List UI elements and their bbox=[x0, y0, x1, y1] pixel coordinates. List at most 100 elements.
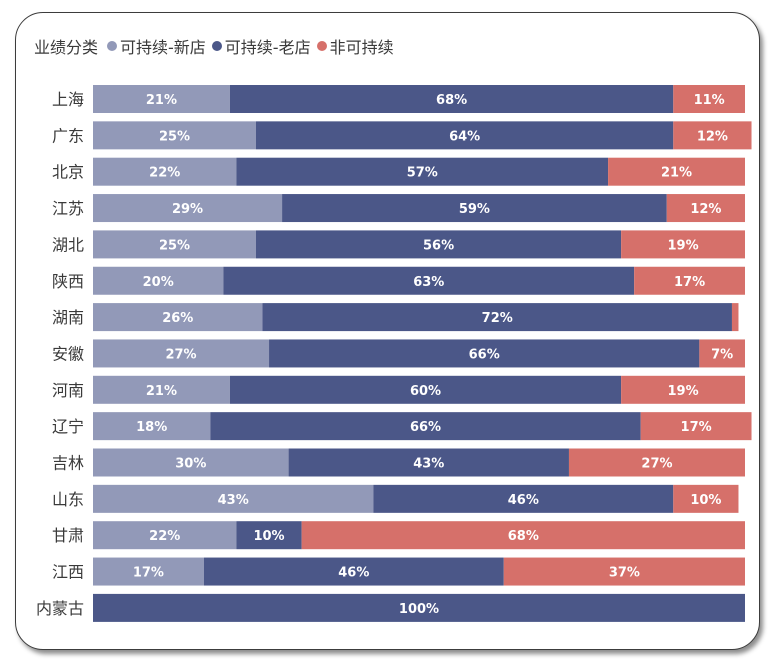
bar-segment-old-store[interactable] bbox=[236, 157, 609, 186]
bar-segment-non-sustainable[interactable] bbox=[673, 484, 739, 513]
bar-segment-old-store[interactable] bbox=[269, 339, 700, 368]
legend-item-new-store[interactable]: 可持续-新店 bbox=[107, 34, 206, 58]
bar-segment-old-store[interactable] bbox=[262, 303, 732, 332]
bar-segment-non-sustainable[interactable] bbox=[673, 85, 745, 113]
bar-row: 安徽 27% 66% 7% bbox=[52, 339, 745, 368]
category-label: 湖北 bbox=[52, 235, 84, 254]
legend-marker-old-store bbox=[211, 41, 222, 51]
bar-segment-new-store[interactable] bbox=[93, 484, 374, 513]
legend-item-non-sustainable[interactable]: 非可持续 bbox=[316, 34, 394, 58]
bar-row: 湖北 25% 56% 19% bbox=[52, 230, 745, 259]
data-label-old-store: 66% bbox=[410, 420, 441, 435]
bar-segment-old-store[interactable] bbox=[256, 230, 622, 259]
legend: 业绩分类 可持续-新店 可持续-老店 非可持续 bbox=[34, 35, 400, 57]
bar-segment-old-store[interactable] bbox=[229, 85, 674, 113]
bar-segment-non-sustainable[interactable] bbox=[621, 230, 745, 259]
data-label-old-store: 64% bbox=[449, 129, 480, 144]
data-label-non-sustainable: 12% bbox=[690, 202, 721, 217]
category-label: 江西 bbox=[52, 563, 84, 582]
data-label-old-store: 66% bbox=[469, 347, 500, 362]
data-label-non-sustainable: 10% bbox=[690, 493, 721, 508]
data-label-old-store: 46% bbox=[338, 566, 369, 581]
legend-item-old-store[interactable]: 可持续-老店 bbox=[211, 34, 311, 58]
bar-segment-old-store[interactable] bbox=[236, 521, 302, 550]
category-label: 陕西 bbox=[52, 272, 84, 291]
bar-segment-new-store[interactable] bbox=[93, 557, 204, 586]
bar-row: 湖南 26% 72% bbox=[52, 303, 739, 332]
data-label-non-sustainable: 21% bbox=[661, 166, 692, 181]
bar-segment-non-sustainable[interactable] bbox=[621, 375, 745, 404]
bar-segment-non-sustainable[interactable] bbox=[503, 557, 745, 586]
legend-label-old-store: 可持续-老店 bbox=[224, 38, 311, 57]
data-label-new-store: 20% bbox=[143, 275, 174, 290]
legend-label-non-sustainable: 非可持续 bbox=[329, 38, 394, 57]
data-label-old-store: 59% bbox=[459, 202, 490, 217]
data-label-old-store: 10% bbox=[253, 529, 284, 544]
legend-marker-new-store bbox=[107, 41, 118, 51]
bar-segment-old-store[interactable] bbox=[229, 375, 622, 404]
bar-row: 上海 21% 68% 11% bbox=[52, 85, 745, 113]
data-label-old-store: 72% bbox=[482, 311, 513, 326]
data-label-non-sustainable: 19% bbox=[667, 384, 698, 399]
category-label: 内蒙古 bbox=[36, 599, 84, 618]
category-label: 甘肃 bbox=[52, 526, 84, 545]
category-label: 湖南 bbox=[52, 308, 84, 327]
bar-segment-old-store[interactable] bbox=[288, 448, 569, 477]
bar-segment-old-store[interactable] bbox=[203, 557, 504, 586]
bar-segment-new-store[interactable] bbox=[93, 121, 256, 150]
bar-row: 河南 21% 60% 19% bbox=[52, 375, 745, 404]
bar-segment-new-store[interactable] bbox=[93, 339, 270, 368]
data-label-new-store: 25% bbox=[159, 238, 190, 253]
bar-row: 辽宁 18% 66% 17% bbox=[52, 412, 752, 441]
data-label-new-store: 21% bbox=[146, 384, 177, 399]
bar-segment-old-store[interactable] bbox=[373, 484, 674, 513]
bar-segment-new-store[interactable] bbox=[93, 85, 230, 113]
data-label-old-store: 46% bbox=[508, 493, 539, 508]
bar-segment-non-sustainable[interactable] bbox=[640, 412, 752, 441]
bar-row: 北京 22% 57% 21% bbox=[52, 157, 745, 186]
data-label-new-store: 21% bbox=[146, 93, 177, 108]
category-label: 北京 bbox=[52, 163, 84, 182]
bar-segment-non-sustainable[interactable] bbox=[608, 157, 745, 186]
data-label-non-sustainable: 17% bbox=[681, 420, 712, 435]
bar-segment-non-sustainable[interactable] bbox=[699, 339, 745, 368]
bar-segment-new-store[interactable] bbox=[93, 157, 237, 186]
bar-segment-old-store[interactable] bbox=[223, 266, 635, 295]
bar-segment-new-store[interactable] bbox=[93, 448, 289, 477]
data-label-old-store: 100% bbox=[399, 602, 439, 617]
data-label-non-sustainable: 37% bbox=[609, 566, 640, 581]
data-label-new-store: 18% bbox=[136, 420, 167, 435]
data-label-new-store: 43% bbox=[218, 493, 249, 508]
bar-segment-non-sustainable[interactable] bbox=[673, 121, 752, 150]
bar-segment-new-store[interactable] bbox=[93, 375, 230, 404]
category-label: 吉林 bbox=[52, 454, 84, 473]
bar-row: 内蒙古 100% bbox=[36, 593, 745, 622]
category-label: 安徽 bbox=[52, 344, 84, 363]
bar-segment-new-store[interactable] bbox=[93, 194, 283, 223]
data-label-old-store: 63% bbox=[413, 275, 444, 290]
bar-segment-old-store[interactable] bbox=[93, 593, 745, 622]
bar-segment-non-sustainable[interactable] bbox=[301, 521, 745, 550]
bar-segment-old-store[interactable] bbox=[256, 121, 674, 150]
data-label-new-store: 22% bbox=[149, 529, 180, 544]
bar-segment-new-store[interactable] bbox=[93, 521, 237, 550]
data-label-new-store: 29% bbox=[172, 202, 203, 217]
legend-label-new-store: 可持续-新店 bbox=[120, 38, 206, 57]
bar-segment-new-store[interactable] bbox=[93, 266, 224, 295]
data-label-non-sustainable: 12% bbox=[697, 129, 728, 144]
bar-segment-non-sustainable[interactable] bbox=[568, 448, 745, 477]
bar-segment-old-store[interactable] bbox=[282, 194, 667, 223]
bar-segment-new-store[interactable] bbox=[93, 230, 256, 259]
category-label: 河南 bbox=[52, 381, 84, 400]
bar-segment-new-store[interactable] bbox=[93, 412, 211, 441]
bar-segment-old-store[interactable] bbox=[210, 412, 641, 441]
data-label-new-store: 27% bbox=[165, 347, 196, 362]
bar-segment-non-sustainable[interactable] bbox=[634, 266, 745, 295]
data-label-old-store: 43% bbox=[413, 457, 444, 472]
bar-segment-non-sustainable[interactable] bbox=[666, 194, 745, 223]
bar-segment-non-sustainable[interactable] bbox=[731, 303, 739, 332]
bar-segment-new-store[interactable] bbox=[93, 303, 263, 332]
data-label-non-sustainable: 11% bbox=[694, 93, 725, 108]
data-label-non-sustainable: 7% bbox=[711, 347, 733, 362]
